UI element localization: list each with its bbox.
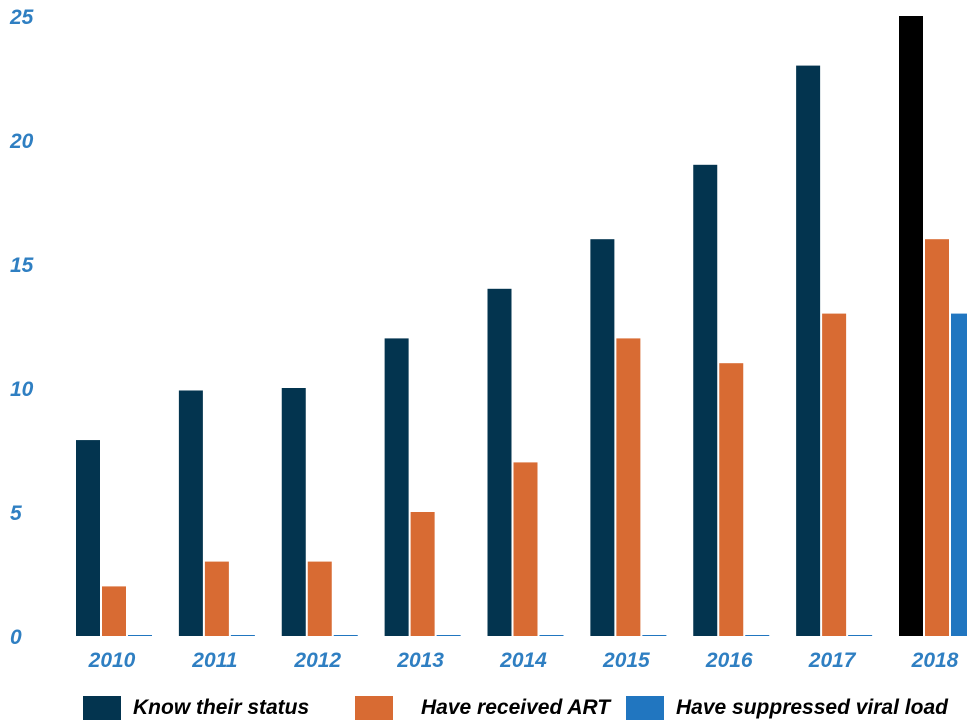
x-tick-label: 2015 bbox=[602, 649, 650, 672]
bar-have-suppressed-viral-load-2016 bbox=[745, 635, 770, 636]
x-tick-label: 2010 bbox=[88, 649, 136, 672]
legend-swatch-suppressed-viral-load bbox=[626, 695, 664, 720]
legend-label-know-status: Know their status bbox=[133, 695, 310, 719]
y-tick-label: 25 bbox=[9, 6, 34, 29]
bar-have-suppressed-viral-load-2018 bbox=[951, 313, 967, 636]
x-tick-label: 2017 bbox=[808, 649, 857, 672]
x-tick-label: 2018 bbox=[911, 649, 959, 672]
legend-item-received-art: Have received ART bbox=[355, 692, 610, 723]
bar-know-their-status-2018 bbox=[899, 16, 923, 636]
bar-know-their-status-2013 bbox=[384, 338, 409, 636]
bar-have-suppressed-viral-load-2010 bbox=[128, 635, 152, 636]
bar-have-received-art-2013 bbox=[410, 512, 435, 636]
x-tick-label: 2013 bbox=[396, 649, 444, 672]
bar-have-suppressed-viral-load-2012 bbox=[333, 635, 358, 636]
bar-have-received-art-2017 bbox=[822, 313, 847, 636]
bar-have-received-art-2014 bbox=[513, 462, 538, 636]
x-tick-label: 2014 bbox=[499, 649, 547, 672]
bar-have-received-art-2012 bbox=[307, 561, 332, 636]
legend-swatch-received-art bbox=[355, 695, 393, 720]
bar-know-their-status-2017 bbox=[796, 65, 821, 637]
y-tick-label: 10 bbox=[10, 378, 34, 401]
y-tick-label: 5 bbox=[10, 502, 22, 525]
legend-label-suppressed-viral-load: Have suppressed viral load bbox=[676, 695, 948, 719]
legend-item-suppressed-viral-load: Have suppressed viral load bbox=[626, 692, 948, 723]
y-tick-label: 15 bbox=[10, 254, 34, 277]
bar-have-suppressed-viral-load-2017 bbox=[848, 635, 873, 636]
x-tick-label: 2011 bbox=[191, 649, 237, 672]
bar-have-suppressed-viral-load-2015 bbox=[642, 635, 667, 636]
bar-know-their-status-2014 bbox=[487, 288, 512, 636]
y-tick-label: 0 bbox=[10, 626, 22, 649]
bar-know-their-status-2012 bbox=[281, 388, 306, 636]
y-axis-ticks: 0 5 10 15 20 25 bbox=[9, 6, 34, 649]
bar-have-suppressed-viral-load-2014 bbox=[539, 635, 564, 636]
legend-item-know-status: Know their status bbox=[83, 692, 309, 723]
bar-have-received-art-2011 bbox=[204, 561, 229, 636]
bar-have-received-art-2018 bbox=[925, 239, 949, 636]
x-tick-label: 2012 bbox=[293, 649, 341, 672]
bar-have-suppressed-viral-load-2013 bbox=[436, 635, 461, 636]
legend-swatch-know-status bbox=[83, 695, 121, 720]
legend-label-received-art: Have received ART bbox=[421, 695, 611, 719]
bar-have-suppressed-viral-load-2011 bbox=[230, 635, 255, 636]
y-tick-label: 20 bbox=[9, 130, 34, 153]
bar-know-their-status-2015 bbox=[590, 239, 615, 636]
bar-have-received-art-2015 bbox=[616, 338, 641, 636]
bars bbox=[76, 16, 967, 637]
bar-know-their-status-2010 bbox=[76, 440, 100, 636]
bar-know-their-status-2016 bbox=[693, 164, 718, 637]
legend: Know their status Have received ART Have… bbox=[0, 692, 967, 723]
x-axis-ticks: 2010 2011 2012 2013 2014 2015 2016 2017 2018 bbox=[88, 649, 959, 672]
x-tick-label: 2016 bbox=[705, 649, 753, 672]
bar-know-their-status-2011 bbox=[178, 390, 203, 636]
bar-have-received-art-2016 bbox=[719, 363, 744, 636]
bar-have-received-art-2010 bbox=[102, 586, 126, 636]
